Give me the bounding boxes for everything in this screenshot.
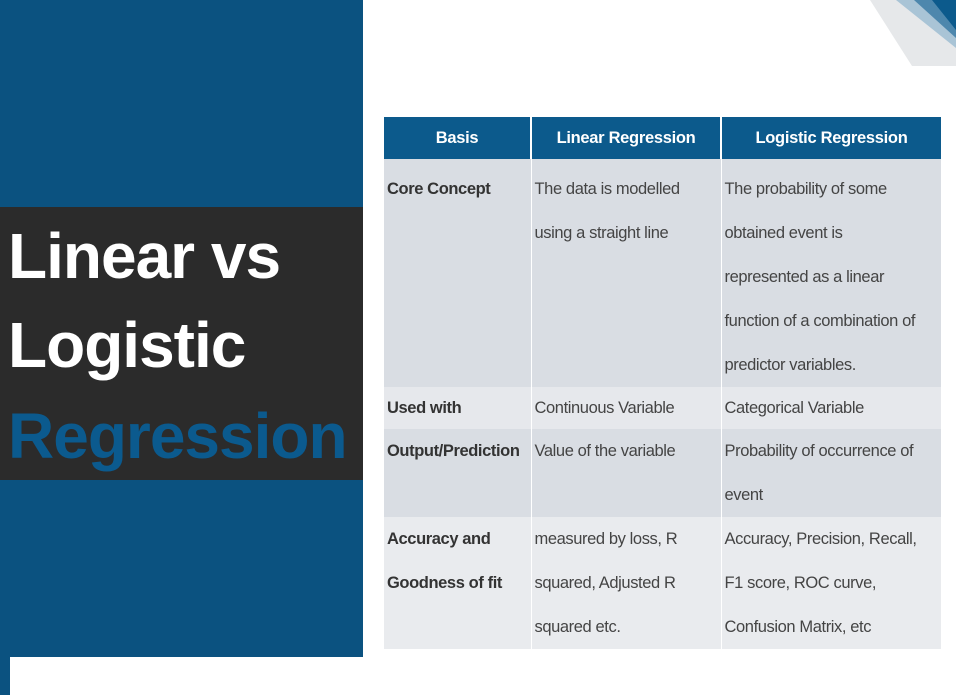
linear-cell: The data is modelled using a straight li… — [531, 159, 722, 387]
cell-text: Used with — [387, 399, 462, 417]
cell-text: event — [724, 486, 764, 504]
basis-cell: Used with — [384, 387, 532, 429]
table-header-row: Basis Linear Regression Logistic Regress… — [384, 117, 941, 159]
linear-cell: Continuous Variable — [531, 387, 722, 429]
logistic-cell: Accuracy, Precision, Recall, F1 score, R… — [721, 517, 941, 649]
header-basis: Basis — [384, 117, 532, 159]
logistic-cell: The probability of some obtained event i… — [721, 159, 941, 387]
title-line-2: Logistic — [8, 309, 246, 381]
cell-text: The data is modelled — [534, 180, 681, 198]
cell-text: The probability of some — [724, 180, 888, 198]
table-row: Used with Continuous Variable Categorica… — [384, 387, 941, 429]
cell-text: Core Concept — [387, 180, 491, 198]
basis-cell: Accuracy and Goodness of fit — [384, 517, 532, 649]
table-row: Core Concept The data is modelled using … — [384, 159, 941, 387]
cell-text: F1 score, ROC curve, — [724, 574, 877, 592]
title-band — [0, 207, 363, 480]
table-row: Output/Prediction Value of the variable … — [384, 429, 941, 517]
cell-text: predictor variables. — [724, 356, 857, 374]
cell-text: Continuous Variable — [534, 399, 675, 417]
corner-decoration — [870, 0, 956, 66]
left-panel-edge — [0, 657, 10, 695]
cell-text: squared etc. — [534, 618, 621, 636]
title-line-3: Regression — [8, 400, 348, 472]
cell-text: using a straight line — [534, 224, 669, 242]
cell-text: squared, Adjusted R — [534, 574, 676, 592]
cell-text: Goodness of fit — [387, 574, 502, 592]
cell-text: Categorical Variable — [724, 399, 865, 417]
header-linear: Linear Regression — [531, 117, 722, 159]
cell-text: Accuracy, Precision, Recall, — [724, 530, 917, 548]
cell-text: obtained event is — [724, 224, 843, 242]
title-line-1: Linear vs — [8, 220, 281, 292]
cell-text: Output/Prediction — [387, 442, 520, 460]
cell-text: Value of the variable — [534, 442, 676, 460]
basis-cell: Output/Prediction — [384, 429, 532, 517]
cell-text: Accuracy and — [387, 530, 491, 548]
header-logistic: Logistic Regression — [721, 117, 941, 159]
comparison-table: Basis Linear Regression Logistic Regress… — [384, 117, 941, 649]
linear-cell: measured by loss, R squared, Adjusted R … — [531, 517, 722, 649]
logistic-cell: Categorical Variable — [721, 387, 941, 429]
cell-text: Confusion Matrix, etc — [724, 618, 872, 636]
basis-cell: Core Concept — [384, 159, 532, 387]
logistic-cell: Probability of occurrence of event — [721, 429, 941, 517]
cell-text: measured by loss, R — [534, 530, 678, 548]
cell-text: function of a combination of — [724, 312, 916, 330]
cell-text: Probability of occurrence of — [724, 442, 914, 460]
linear-cell: Value of the variable — [531, 429, 722, 517]
table-row: Accuracy and Goodness of fit measured by… — [384, 517, 941, 649]
cell-text: represented as a linear — [724, 268, 885, 286]
